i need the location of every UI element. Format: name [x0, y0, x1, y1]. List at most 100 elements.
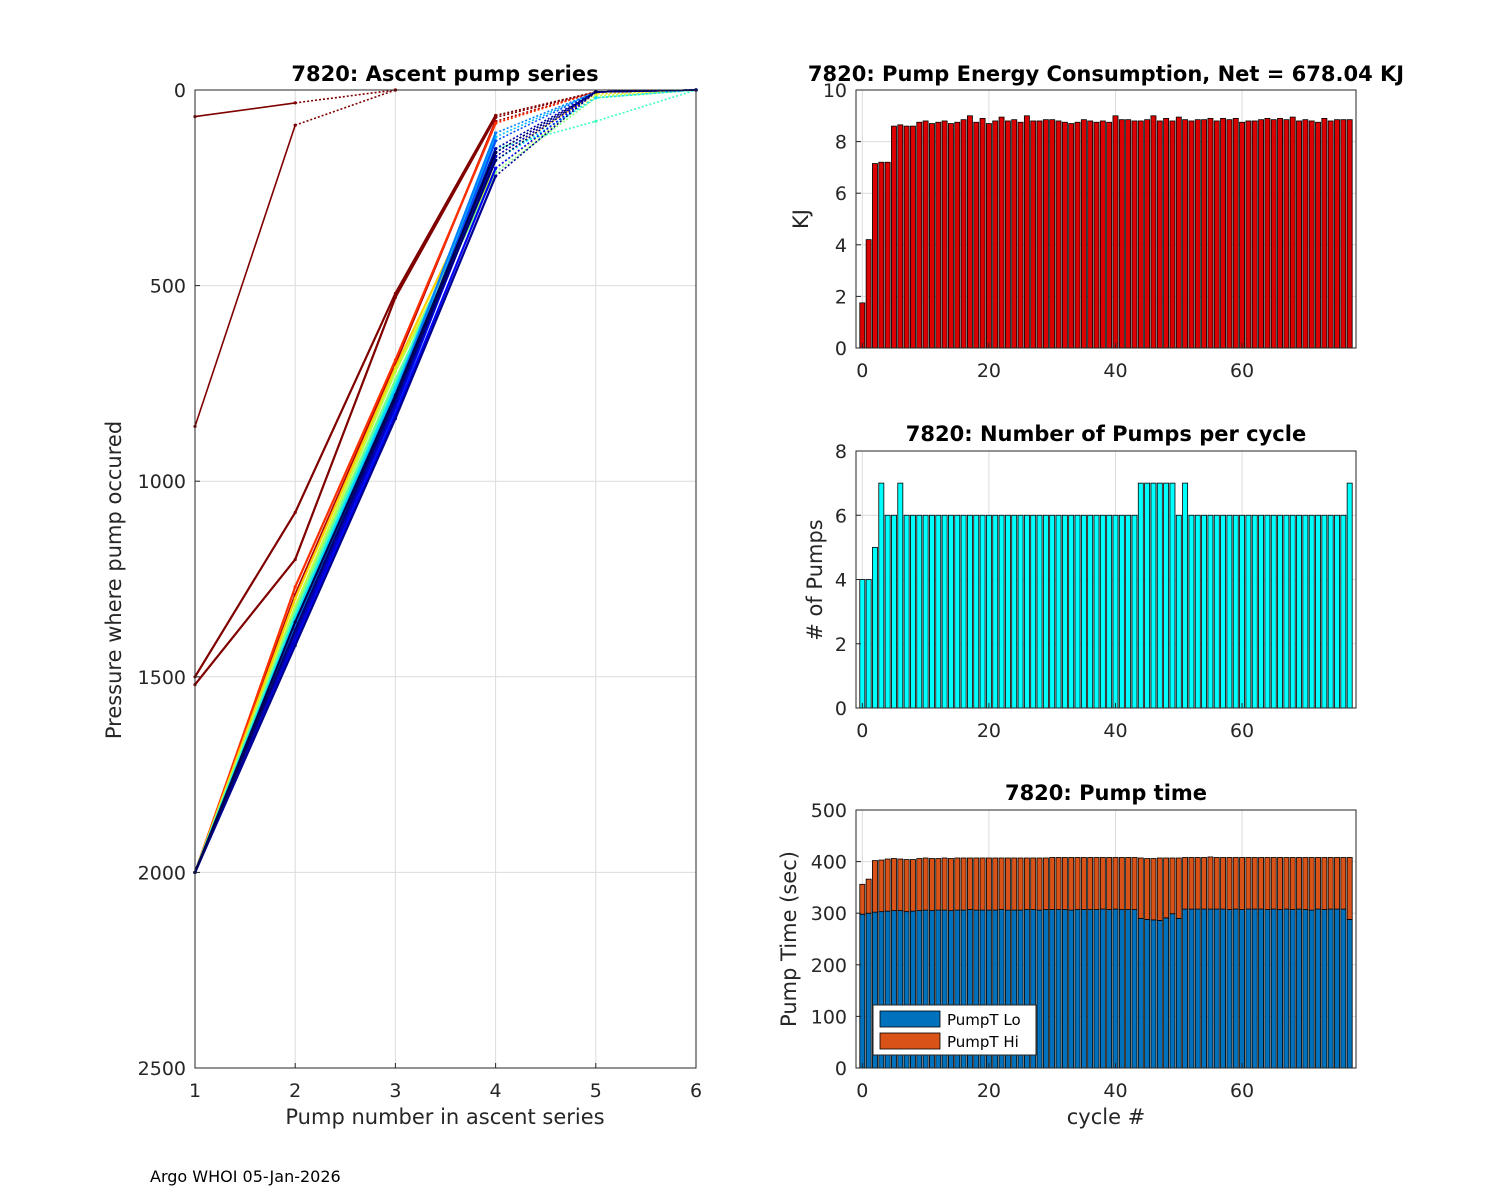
bar: [884, 514, 891, 709]
stacked-bar-segment: [1270, 857, 1277, 910]
stacked-bar-segment: [1023, 857, 1030, 910]
stacked-bar-segment: [1315, 908, 1321, 1069]
bar: [1042, 514, 1049, 709]
stacked-bar-segment: [1207, 908, 1214, 1069]
stacked-bar-segment: [1308, 857, 1315, 911]
stacked-bar-segment: [1099, 908, 1106, 1069]
stacked-bar-segment: [1055, 857, 1062, 910]
bar: [1074, 514, 1081, 709]
ascent-line-solid: [193, 122, 497, 873]
bar: [1068, 514, 1075, 709]
stacked-bar-segment: [1137, 857, 1144, 919]
stacked-bar-segment: [1106, 857, 1113, 910]
stacked-bar-segment: [935, 858, 942, 911]
ascent-plot-area: [195, 90, 696, 1068]
bar: [1258, 119, 1264, 349]
stacked-bar-segment: [1011, 857, 1018, 911]
bar: [1049, 119, 1056, 349]
bar: [916, 121, 923, 349]
bar: [1042, 119, 1049, 349]
bar: [1175, 116, 1182, 349]
x-tick-label: 1: [189, 1080, 201, 1102]
stacked-bar-segment: [973, 857, 980, 911]
bar: [872, 546, 878, 709]
bar: [1144, 119, 1151, 349]
bar: [1131, 120, 1138, 349]
stacked-bar-segment: [1277, 857, 1283, 910]
bar: [998, 514, 1005, 709]
x-tick-label: 4: [490, 1080, 502, 1102]
stacked-bar-segment: [1093, 857, 1100, 910]
y-tick-label: 0: [174, 80, 186, 102]
y-tick-label: 8: [835, 132, 847, 154]
ascent-ylabel: Pressure where pump occured: [102, 421, 126, 739]
ascent-title: 7820: Ascent pump series: [291, 62, 598, 86]
y-tick-label: 400: [811, 852, 847, 874]
bar: [1340, 119, 1347, 349]
bar: [979, 514, 986, 709]
bar: [1106, 514, 1113, 709]
stacked-bar-segment: [1074, 909, 1081, 1069]
time-legend: PumpT Lo PumpT Hi: [872, 1004, 1037, 1056]
stacked-bar-segment: [1232, 857, 1239, 910]
bar: [1004, 120, 1011, 349]
stacked-bar-segment: [1327, 908, 1334, 1069]
bar: [1017, 514, 1024, 709]
stacked-bar-segment: [1232, 908, 1239, 1069]
bar: [922, 120, 929, 349]
stacked-bar-segment: [1030, 857, 1037, 910]
stacked-bar-segment: [1207, 856, 1214, 910]
bar: [1074, 121, 1081, 349]
bar: [1036, 514, 1043, 709]
ascent-point: [393, 393, 397, 397]
bar: [1112, 115, 1119, 349]
stacked-bar-segment: [1061, 857, 1068, 910]
ascent-point: [494, 139, 498, 143]
stacked-bar-segment: [979, 857, 986, 911]
bar: [1194, 514, 1201, 709]
bar: [941, 514, 948, 709]
stacked-bar-segment: [1150, 858, 1157, 921]
legend-swatch-hi: [879, 1032, 941, 1050]
bar: [1023, 514, 1030, 709]
ascent-point: [293, 101, 297, 105]
y-tick-label: 2000: [138, 862, 186, 884]
stacked-bar-segment: [884, 858, 891, 912]
bar: [1340, 514, 1347, 709]
stacked-bar-segment: [948, 858, 954, 912]
pumps-ylabel: # of Pumps: [803, 519, 827, 641]
ascent-line-dotted: [495, 89, 697, 142]
ascent-line-solid: [193, 152, 497, 873]
bar: [910, 125, 916, 349]
bar: [1163, 482, 1170, 709]
stacked-bar-segment: [1169, 913, 1176, 1069]
bar: [992, 514, 999, 709]
stacked-bar-segment: [954, 857, 961, 911]
stacked-bar-segment: [1264, 857, 1271, 910]
stacked-bar-segment: [1302, 909, 1309, 1069]
stacked-bar-segment: [1055, 909, 1062, 1069]
bar: [954, 121, 961, 349]
energy-ticks: 0 20 40 60 0 2 4 6 8 10: [823, 80, 1254, 382]
bar: [1226, 514, 1233, 709]
ascent-point: [494, 121, 498, 125]
bar: [1093, 121, 1100, 349]
bar: [1289, 514, 1296, 709]
bar: [1030, 514, 1037, 709]
ascent-line-solid: [194, 102, 296, 118]
footer-credit: Argo WHOI 05-Jan-2026: [150, 1167, 341, 1186]
x-tick-label: 60: [1230, 720, 1254, 742]
bar: [960, 514, 967, 709]
bar: [1201, 514, 1208, 709]
stacked-bar-segment: [1150, 919, 1157, 1069]
stacked-bar-segment: [1327, 857, 1334, 910]
ascent-line-solid: [194, 114, 497, 678]
bar: [1334, 119, 1340, 349]
y-tick-label: 100: [811, 1006, 847, 1028]
stacked-bar-segment: [1163, 917, 1170, 1069]
x-tick-label: 40: [1103, 1080, 1127, 1102]
bar: [903, 125, 910, 349]
stacked-bar-segment: [1093, 909, 1100, 1069]
stacked-bar-segment: [1112, 857, 1119, 910]
stacked-bar-segment: [1156, 920, 1163, 1069]
